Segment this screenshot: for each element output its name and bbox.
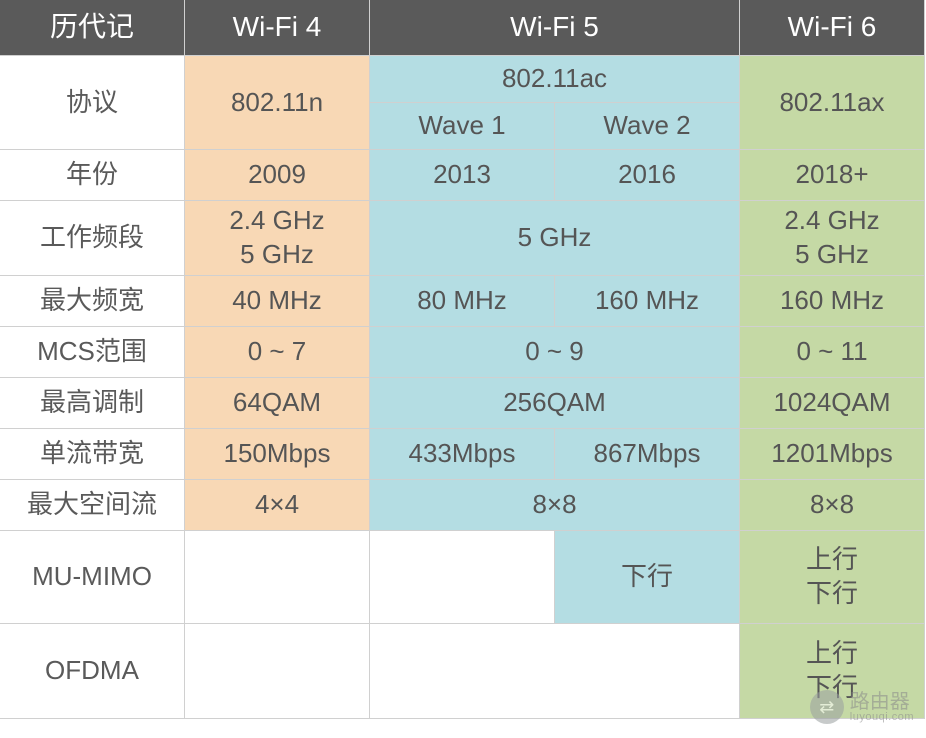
wifi5-wave1-label: Wave 1 <box>370 103 555 150</box>
wifi4-maxbw: 40 MHz <box>185 276 370 327</box>
wifi6-maxbw: 160 MHz <box>740 276 925 327</box>
wifi5-wave2-mumimo: 下行 <box>555 531 740 624</box>
wifi4-mumimo <box>185 531 370 624</box>
rowlabel-modulation: 最高调制 <box>0 378 185 429</box>
wifi5-wave1-singlestream: 433Mbps <box>370 429 555 480</box>
wifi4-band-line1: 2.4 GHz <box>229 204 324 238</box>
rowlabel-mcs: MCS范围 <box>0 327 185 378</box>
wifi4-mcs: 0 ~ 7 <box>185 327 370 378</box>
rowlabel-protocol: 协议 <box>0 56 185 150</box>
wifi6-year: 2018+ <box>740 150 925 201</box>
wifi4-modulation: 64QAM <box>185 378 370 429</box>
wifi6-ofdma-line1: 上行 <box>806 637 858 671</box>
wifi6-mumimo: 上行 下行 <box>740 531 925 624</box>
wifi4-protocol: 802.11n <box>185 56 370 150</box>
wifi-comparison-table: 历代记 Wi-Fi 4 Wi-Fi 5 Wi-Fi 6 协议 802.11n 8… <box>0 0 926 738</box>
wifi4-singlestream: 150Mbps <box>185 429 370 480</box>
wifi5-ofdma <box>370 624 740 719</box>
wifi5-mcs: 0 ~ 9 <box>370 327 740 378</box>
watermark-text: 路由器 <box>850 692 914 712</box>
header-wifi6: Wi-Fi 6 <box>740 0 925 56</box>
wifi6-modulation: 1024QAM <box>740 378 925 429</box>
wifi6-singlestream: 1201Mbps <box>740 429 925 480</box>
rowlabel-band: 工作频段 <box>0 201 185 276</box>
wifi5-protocol: 802.11ac <box>370 56 740 103</box>
wifi5-wave2-maxbw: 160 MHz <box>555 276 740 327</box>
rowlabel-singlestream: 单流带宽 <box>0 429 185 480</box>
wifi6-band: 2.4 GHz 5 GHz <box>740 201 925 276</box>
wifi6-mumimo-line1: 上行 <box>806 543 858 577</box>
wifi4-band: 2.4 GHz 5 GHz <box>185 201 370 276</box>
watermark-sub: luyouqi.com <box>850 712 914 723</box>
wifi6-mumimo-line2: 下行 <box>806 577 858 611</box>
wifi4-year: 2009 <box>185 150 370 201</box>
wifi5-spatial: 8×8 <box>370 480 740 531</box>
wifi5-wave2-singlestream: 867Mbps <box>555 429 740 480</box>
wifi5-modulation: 256QAM <box>370 378 740 429</box>
watermark: ⇄ 路由器 luyouqi.com <box>810 690 914 724</box>
wifi4-ofdma <box>185 624 370 719</box>
wifi5-wave1-mumimo <box>370 531 555 624</box>
wifi6-band-line1: 2.4 GHz <box>784 204 879 238</box>
rowlabel-ofdma: OFDMA <box>0 624 185 719</box>
wifi4-spatial: 4×4 <box>185 480 370 531</box>
wifi5-wave2-label: Wave 2 <box>555 103 740 150</box>
router-icon: ⇄ <box>810 690 844 724</box>
wifi5-wave2-year: 2016 <box>555 150 740 201</box>
wifi6-protocol: 802.11ax <box>740 56 925 150</box>
rowlabel-year: 年份 <box>0 150 185 201</box>
wifi6-mcs: 0 ~ 11 <box>740 327 925 378</box>
wifi4-band-line2: 5 GHz <box>240 238 314 272</box>
header-corner: 历代记 <box>0 0 185 56</box>
rowlabel-maxbw: 最大频宽 <box>0 276 185 327</box>
header-wifi5: Wi-Fi 5 <box>370 0 740 56</box>
wifi5-wave1-year: 2013 <box>370 150 555 201</box>
wifi5-band: 5 GHz <box>370 201 740 276</box>
wifi6-band-line2: 5 GHz <box>795 238 869 272</box>
rowlabel-mumimo: MU-MIMO <box>0 531 185 624</box>
header-wifi4: Wi-Fi 4 <box>185 0 370 56</box>
wifi5-wave1-maxbw: 80 MHz <box>370 276 555 327</box>
rowlabel-spatial: 最大空间流 <box>0 480 185 531</box>
wifi6-spatial: 8×8 <box>740 480 925 531</box>
